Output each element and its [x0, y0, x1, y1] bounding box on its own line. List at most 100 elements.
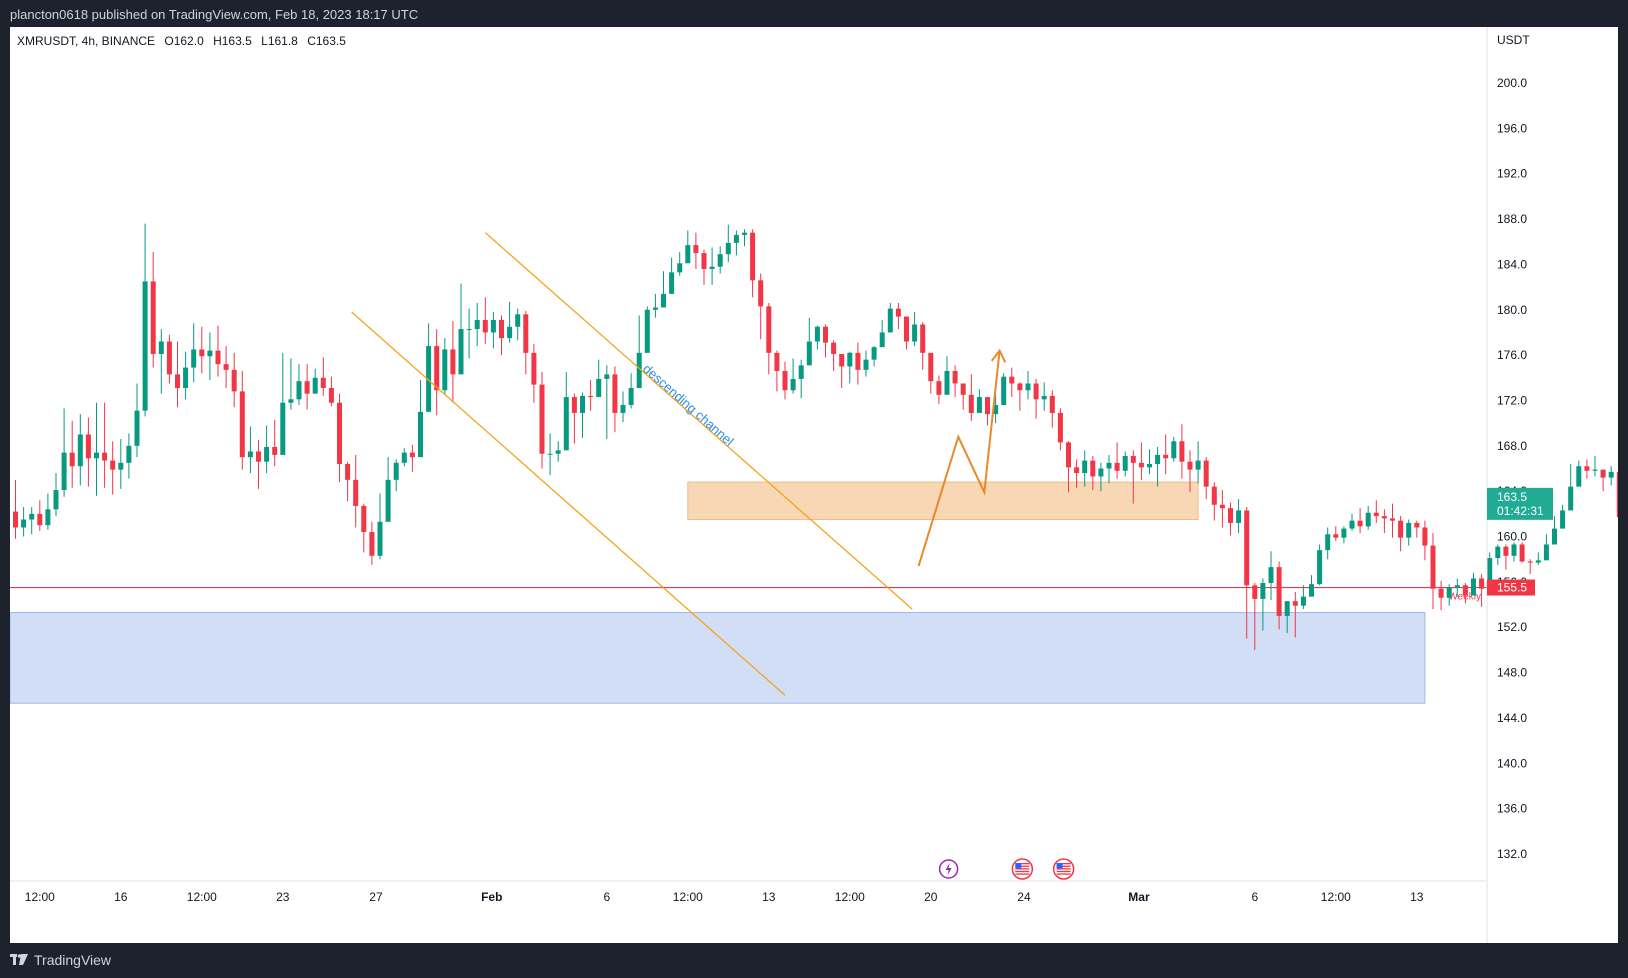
candle-body [1082, 460, 1088, 474]
y-tick-label: 140.0 [1497, 756, 1527, 770]
candle-body [1576, 466, 1582, 487]
candle [353, 454, 359, 528]
flag-stripe [1056, 870, 1071, 873]
candle [1009, 367, 1015, 398]
candle-body [69, 452, 75, 467]
candle-body [1535, 560, 1541, 563]
candle [976, 389, 982, 413]
candle-body [110, 460, 116, 470]
candle-body [490, 319, 496, 333]
candle [912, 312, 918, 347]
candle-body [1333, 534, 1339, 538]
candle-body [814, 326, 820, 342]
us-flag-icon[interactable] [1011, 858, 1034, 880]
y-tick-label: 172.0 [1497, 393, 1527, 407]
candle-body [1357, 520, 1363, 527]
candle-body [272, 446, 278, 455]
candle-body [369, 531, 375, 556]
candle-body [434, 346, 440, 391]
x-tick-label: 6 [1251, 890, 1258, 904]
candle [1446, 584, 1452, 606]
last-price-tag [1487, 487, 1553, 520]
demand-zone[interactable] [9, 611, 1426, 704]
candle [272, 419, 278, 467]
candle-body [717, 254, 723, 267]
y-tick-label: 144.0 [1497, 711, 1527, 725]
symbol-name: XMRUSDT, 4h, BINANCE [17, 34, 155, 48]
candle [904, 316, 909, 350]
candle [345, 461, 351, 502]
candle-body [458, 329, 464, 375]
candle-body [863, 359, 869, 370]
candle-body [191, 349, 197, 368]
bar-countdown-label: 01:42:31 [1497, 504, 1544, 518]
candle [612, 366, 618, 433]
candle-body [1244, 510, 1250, 586]
tradingview-logo[interactable]: TradingView [10, 952, 111, 968]
candle-body [1422, 527, 1428, 546]
candle [677, 251, 683, 276]
candle [1049, 390, 1055, 428]
candle-body [968, 394, 974, 413]
candle-body [701, 253, 707, 269]
candle [1600, 469, 1606, 492]
candle [1066, 441, 1071, 493]
candle [102, 402, 108, 488]
candle-body [831, 342, 837, 354]
y-tick-label: 192.0 [1497, 167, 1527, 181]
candle-body [620, 405, 626, 413]
channel-line[interactable] [351, 311, 786, 696]
candle [1268, 551, 1274, 601]
candle [458, 283, 464, 375]
candle-body [1041, 395, 1047, 400]
candle-body [1098, 468, 1104, 477]
candle-body [960, 383, 966, 395]
candle [636, 315, 642, 388]
candle [1333, 526, 1339, 542]
candle [393, 459, 399, 492]
candle-body [1138, 462, 1144, 468]
candle [1398, 516, 1404, 552]
candle [1390, 503, 1395, 538]
y-tick-label: 200.0 [1497, 76, 1527, 90]
candle-body [1090, 460, 1096, 477]
lightning-icon[interactable] [938, 859, 959, 879]
candle-body [1552, 528, 1557, 545]
channel-annotation: descending channel [640, 361, 737, 449]
candle [887, 302, 893, 333]
candle-body [895, 308, 901, 317]
candle [69, 420, 75, 488]
candle [1325, 527, 1331, 560]
channel-line[interactable] [484, 232, 913, 610]
projection-path[interactable] [917, 350, 1001, 567]
candle [604, 365, 610, 440]
y-tick-label: 196.0 [1497, 121, 1527, 135]
candle [166, 334, 172, 384]
candle [523, 310, 529, 375]
candle [13, 479, 18, 539]
candle-body [887, 308, 893, 333]
candle [839, 353, 845, 388]
us-flag-icon[interactable] [1052, 858, 1075, 880]
candle-body [53, 490, 59, 510]
candle [1511, 542, 1517, 562]
candle-body [1195, 460, 1201, 470]
candle-body [256, 451, 261, 462]
candle-body [928, 352, 934, 382]
candle [1357, 508, 1363, 534]
candle [175, 341, 180, 408]
candle [361, 503, 367, 553]
candle [256, 440, 261, 489]
candle [758, 273, 764, 340]
candle [442, 338, 448, 395]
candle-body [1155, 454, 1161, 464]
candle-body [936, 381, 942, 395]
candle-body [798, 365, 804, 379]
candlestick-chart[interactable]: Weekly descending channel 200.0 196.0 192.… [9, 27, 1628, 943]
candle [733, 230, 739, 256]
candle-body [118, 462, 124, 470]
candle-body [1479, 578, 1485, 589]
candle [45, 493, 51, 530]
x-tick-label: 20 [924, 890, 938, 904]
candle [1462, 583, 1468, 604]
